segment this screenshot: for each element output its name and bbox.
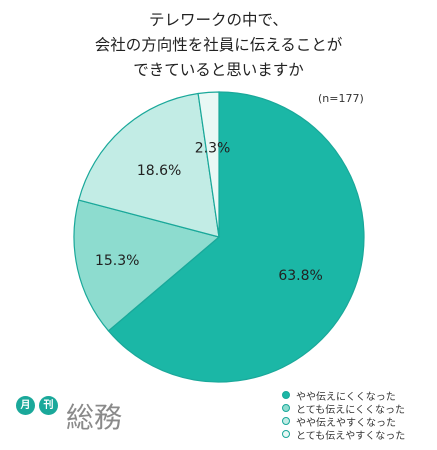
title-line-3: できていると思いますか (133, 61, 304, 79)
pie-slice (78, 92, 220, 238)
legend-item: とても伝えにくくなった (282, 402, 405, 416)
legend-label: やや伝えにくくなった (296, 391, 396, 403)
legend-swatch (282, 404, 290, 412)
legend-label: やや伝えやすくなった (296, 417, 396, 429)
legend-swatch (282, 417, 290, 425)
slice-label: 15.3% (95, 253, 139, 269)
legend-item: とても伝えやすくなった (282, 428, 406, 442)
legend-swatch (282, 391, 290, 399)
sample-size: (n=177) (318, 92, 364, 105)
brand-badge-publication: 刊 (39, 396, 58, 415)
slice-label: 2.3% (195, 140, 231, 156)
title-line-1: テレワークの中で、 (149, 11, 288, 29)
legend-label: とても伝えやすくなった (296, 430, 406, 442)
legend-item: やや伝えにくくなった (282, 389, 405, 403)
legend-label: とても伝えにくくなった (296, 404, 405, 416)
legend-item: やや伝えやすくなった (282, 415, 405, 429)
legend-swatch (282, 430, 290, 438)
pie-slice (73, 199, 221, 332)
brand-name: 総務 (66, 401, 123, 434)
title-line-2: 会社の方向性を社員に伝えることが (94, 36, 343, 54)
pie-slice (197, 91, 220, 238)
pie-slice (107, 91, 365, 383)
slice-label: 18.6% (137, 163, 181, 179)
slice-label: 63.8% (278, 268, 322, 284)
brand-badge-month: 月 (16, 396, 35, 415)
legend: やや伝えにくくなった とても伝えにくくなった やや伝えやすくなった とても伝えや… (282, 389, 406, 442)
chart-title: テレワークの中で、 会社の方向性を社員に伝えることが できていると思いますか (0, 8, 437, 83)
